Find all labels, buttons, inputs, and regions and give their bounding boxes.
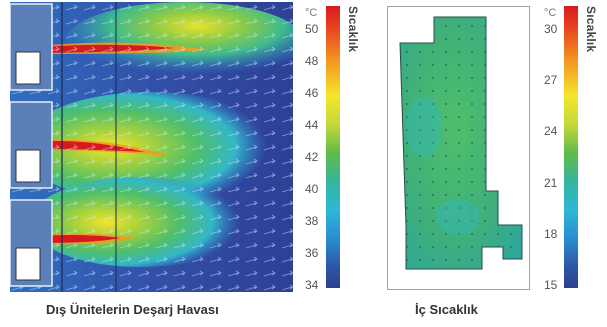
- discharge-air-simulation: [10, 2, 293, 292]
- indoor-temperature-heatmap: [399, 16, 523, 270]
- colorbar-tick-label: 42: [305, 150, 319, 164]
- left-colorbar-title: Sıcaklık: [346, 6, 360, 53]
- left-panel-caption: Dış Ünitelerin Deşarj Havası: [46, 302, 219, 317]
- left-colorbar: [326, 6, 340, 288]
- colorbar-tick-label: 34: [305, 278, 319, 292]
- discharge-air-heatmap: [10, 2, 293, 292]
- colorbar-tick-label: 30: [544, 22, 558, 36]
- colorbar-tick-label: 15: [544, 278, 558, 292]
- right-colorbar: [564, 6, 578, 288]
- colorbar-tick-label: 21: [544, 175, 558, 190]
- right-colorbar-unit: °C: [544, 7, 557, 19]
- colorbar-tick-label: 46: [305, 86, 319, 100]
- colorbar-tick-label: 50: [305, 22, 319, 36]
- right-colorbar-title: Sıcaklık: [584, 6, 598, 53]
- right-panel-caption: İç Sıcaklık: [415, 302, 478, 317]
- colorbar-tick-label: 48: [305, 54, 319, 68]
- colorbar-tick-label: 18: [544, 226, 558, 241]
- colorbar-tick-label: 44: [305, 118, 319, 132]
- colorbar-tick-label: 24: [544, 124, 558, 139]
- colorbar-tick-label: 36: [305, 246, 319, 260]
- indoor-temperature-plan: [387, 6, 530, 290]
- colorbar-tick-label: 27: [544, 73, 558, 88]
- colorbar-tick-label: 40: [305, 182, 319, 196]
- left-colorbar-unit: °C: [305, 7, 318, 19]
- colorbar-tick-label: 38: [305, 214, 319, 228]
